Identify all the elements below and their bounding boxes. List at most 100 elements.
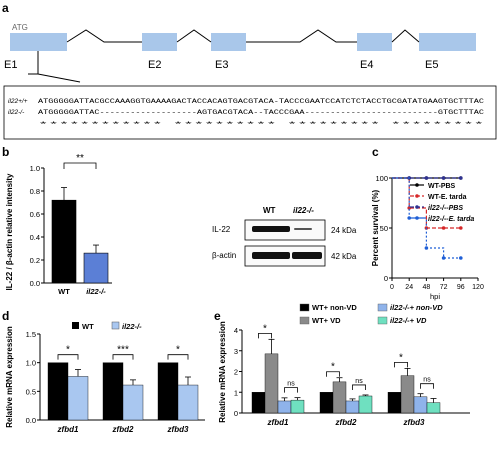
b-bar-1	[83, 252, 109, 284]
western-blot: WT il22-/- IL-22 β-actin 24 kDa 42 kDa	[212, 206, 357, 267]
b-ylabel: IL-22 / β-actin relative intensity	[5, 173, 14, 290]
e-bar-0-1	[264, 353, 279, 414]
b-sig-label: **	[76, 153, 84, 164]
blot-row-actin: β-actin	[212, 251, 236, 260]
c-point-3-3	[441, 256, 446, 260]
e-bar-0-3	[290, 399, 305, 414]
blot-col-wt: WT	[263, 206, 276, 215]
c-point-1-4	[459, 226, 463, 230]
d-xlabel-0: zfbd1	[57, 425, 79, 434]
exon-5	[419, 33, 476, 51]
panel-a-letter: a	[2, 1, 9, 15]
gene-structure: E1 E2 E3 E4 E5	[4, 29, 476, 83]
e-bar-1-1	[332, 381, 347, 414]
panel-c: c 0 50 100 0 24 48 72 96 120 Percent survival (%)…	[371, 145, 484, 301]
e-ytick-label-3: 3	[234, 347, 238, 356]
ko-sequence: ATGGGGGATTAC-------------------AGTGACGTA…	[38, 109, 484, 116]
c-ytick-label-2: 100	[375, 174, 388, 183]
d-ytick-label-0: 0.0	[26, 416, 36, 425]
blot-band-actin-ko	[292, 252, 322, 259]
c-ylabel: Percent survival (%)	[371, 189, 380, 266]
chart-c: 0 50 100 0 24 48 72 96 120 Percent survival (%) hp…	[371, 174, 484, 301]
c-ytick-label-1: 50	[380, 224, 388, 233]
c-legend-label-2: il22-/--PBS	[428, 205, 463, 212]
conservation-stars: ************ ********** ********* ******…	[38, 121, 485, 128]
e-legend-swatch-0	[299, 303, 310, 312]
c-point-3-4	[459, 256, 463, 260]
panel-e: e 0 1 2 3 4 Relative mRNA expression WT+ non-V…	[214, 303, 470, 427]
blot-band-il22-wt	[252, 226, 290, 232]
c-point-2-3	[441, 176, 446, 180]
e-sig-b-0-bracket	[284, 387, 298, 393]
d-sig-1-label: ***	[117, 345, 129, 356]
e-sig-a-1-bracket	[326, 371, 340, 377]
exon-label-5: E5	[425, 59, 438, 71]
e-bar-0-2	[277, 400, 292, 414]
c-legend-marker-1	[415, 194, 419, 198]
d-bar-2-0	[157, 362, 179, 421]
e-sig-a-0-label: *	[263, 323, 267, 334]
c-xtick-label-2: 48	[423, 284, 431, 291]
exon-2	[142, 33, 177, 51]
b-ytick-label-4: 0.8	[30, 187, 40, 196]
e-bar-2-0	[387, 392, 402, 414]
d-legend-label-0: WT	[82, 322, 94, 331]
alignment-box	[3, 85, 497, 140]
c-point-3-1	[407, 216, 412, 220]
c-legend-label-3: il22-/--E. tarda	[428, 216, 474, 223]
d-ytick-label-1: 0.5	[26, 387, 36, 396]
e-xlabel-1: zfbd2	[335, 418, 357, 427]
b-ytick-label-1: 0.2	[30, 256, 40, 265]
e-sig-b-1-bracket	[352, 384, 366, 390]
b-xlabel-1: il22-/-	[86, 287, 106, 296]
blot-size-24: 24 kDa	[331, 226, 357, 235]
b-bar-0	[51, 199, 77, 284]
panel-a: a ATG E1 E2 E3 E4 E5 il22+/+ il22-/-	[2, 1, 497, 140]
e-bar-2-2	[413, 396, 428, 414]
e-legend-label-0: WT+ non-VD	[312, 303, 357, 312]
e-bar-2-3	[426, 402, 441, 414]
c-legend-marker-0	[415, 183, 419, 187]
c-legend-label-1: WT-E. tarda	[428, 194, 467, 201]
d-bar-2-1	[177, 384, 199, 421]
intron-3	[246, 29, 357, 43]
e-bar-1-3	[358, 395, 373, 414]
c-legend-marker-2	[415, 205, 419, 209]
d-sig-1-bracket	[112, 354, 134, 360]
c-xtick-label-1: 24	[405, 284, 413, 291]
e-sig-b-2-bracket	[420, 383, 434, 389]
e-xlabel-2: zfbd3	[403, 418, 425, 427]
intron-1	[66, 29, 142, 43]
d-sig-2-bracket	[167, 354, 189, 360]
panel-b-letter: b	[2, 145, 9, 159]
e-sig-b-2-label: ns	[423, 377, 431, 384]
c-legend-label-0: WT-PBS	[428, 183, 456, 190]
intron-2	[176, 29, 212, 43]
e-xlabel-0: zfbd1	[267, 418, 289, 427]
ko-genotype-label: il22-/-	[8, 109, 25, 116]
exon-3	[211, 33, 246, 51]
b-ytick-label-5: 1.0	[30, 164, 40, 173]
start-codon-label: ATG	[12, 23, 28, 32]
panel-d: d 0.0 0.5 1.0 1.5 Relative mRNA expression WT…	[2, 309, 205, 434]
d-legend-swatch-0	[72, 322, 79, 329]
c-point-1-3	[441, 226, 446, 230]
e-sig-b-0-label: ns	[287, 381, 295, 388]
chart-b: 0.0 0.2 0.4 0.6 0.8 1.0 IL-22 / β-actin relati…	[5, 153, 112, 296]
blot-col-ko: il22-/-	[293, 206, 314, 215]
b-ytick-label-0: 0.0	[30, 279, 40, 288]
e-legend-label-3: il22-/-+ VD	[390, 316, 427, 325]
e-bar-2-1	[400, 375, 415, 414]
d-legend-label-1: il22-/-	[122, 322, 142, 331]
exon-1	[10, 33, 67, 51]
c-xtick-label-0: 0	[390, 284, 394, 291]
zoom-line-right	[37, 73, 81, 83]
e-ytick-label-2: 2	[234, 368, 238, 377]
d-sig-0-label: *	[66, 345, 70, 356]
b-ytick-label-3: 0.6	[30, 210, 40, 219]
d-ytick-label-3: 1.5	[26, 330, 36, 339]
c-point-3-2	[424, 246, 429, 250]
panel-b: b 0.0 0.2 0.4 0.6 0.8 1.0 IL-22 / β-actin rela…	[2, 145, 357, 296]
d-ylabel: Relative mRNA expression	[5, 326, 14, 428]
